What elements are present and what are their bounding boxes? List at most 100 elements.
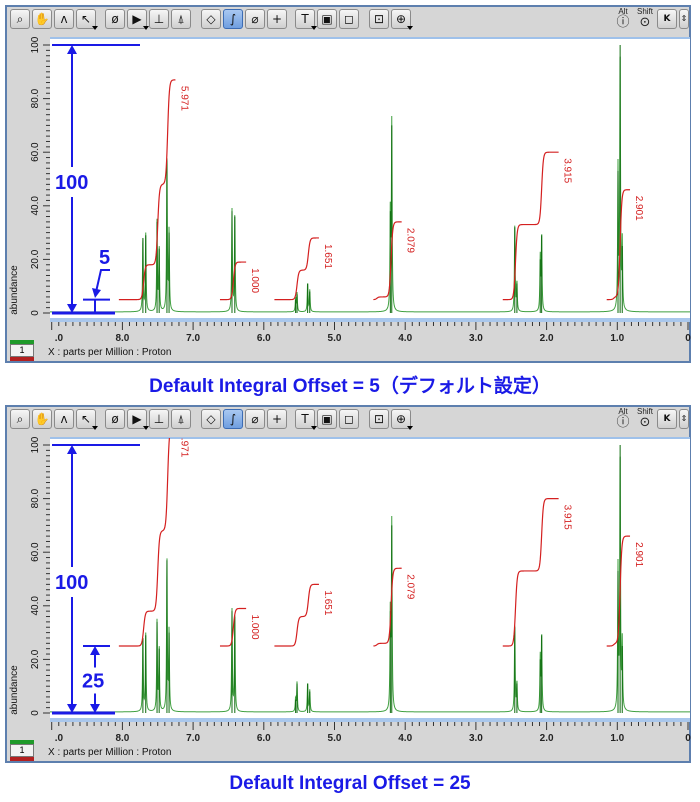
- alt-icon: ⓘ: [616, 15, 630, 30]
- integral-curve[interactable]: [373, 221, 402, 301]
- layer-color-green: [10, 740, 34, 744]
- phase-button[interactable]: ø: [105, 409, 125, 429]
- hand-button[interactable]: ✋: [32, 9, 52, 29]
- integral-value-label: 1.000: [249, 268, 260, 293]
- integral-curve[interactable]: [373, 567, 402, 647]
- integral-curve[interactable]: [219, 607, 247, 647]
- integral-value-label: 5.971: [178, 86, 189, 111]
- alt-modifier[interactable]: Alt ⓘ: [613, 7, 633, 30]
- integral-curve[interactable]: [274, 237, 319, 301]
- integral-curve[interactable]: [502, 498, 559, 647]
- phase-button[interactable]: ø: [105, 9, 125, 29]
- crosshair-plus-button[interactable]: +: [267, 409, 287, 429]
- peak-pick-button[interactable]: ʌ: [54, 9, 74, 29]
- pointer-button[interactable]: ↖: [76, 409, 98, 430]
- integral-curve[interactable]: [606, 535, 631, 647]
- integral-value-label: 1.000: [249, 614, 260, 639]
- layer-indicator[interactable]: 1: [10, 340, 34, 362]
- integral-value-label: 1.651: [322, 590, 333, 615]
- integral-value-label: 3.915: [562, 158, 573, 183]
- layer-number: 1: [10, 744, 34, 757]
- spectrum-window-offset-25: Alt ⓘ Shift ⊙ K ⇕ ⌕ ✋ ʌ ↖ ø ▶ ⊥ ⍋ ◇ ∫ ⌀ + T ▣ ◻ ⊡ ⊕ 100 80.…: [0, 400, 700, 765]
- y-tick-label: 0: [30, 710, 41, 716]
- x-tick-label: .0: [55, 333, 64, 344]
- integral-curve[interactable]: [274, 583, 319, 647]
- x-tick-label: 7.0: [186, 333, 200, 344]
- x-tick-label: 4.0: [398, 333, 412, 344]
- integral-curve[interactable]: [118, 426, 176, 647]
- spinner-icon[interactable]: ⇕: [679, 409, 689, 429]
- center-button[interactable]: ⊡: [369, 9, 389, 29]
- integral-button[interactable]: ∫: [223, 409, 243, 429]
- x-tick-label: 6.0: [257, 333, 271, 344]
- zoom-button[interactable]: ⌕: [10, 9, 30, 29]
- spinner-icon[interactable]: ⇕: [679, 9, 689, 29]
- play-button[interactable]: ▶: [127, 9, 149, 30]
- integral-curve[interactable]: [606, 189, 631, 301]
- integral-value-label: 2.079: [405, 228, 416, 253]
- x-tick-label: 7.0: [186, 733, 200, 744]
- integral-curve[interactable]: [219, 261, 247, 301]
- integral-curve[interactable]: [502, 151, 559, 301]
- crosshair-plus-button[interactable]: +: [267, 9, 287, 29]
- fit-button[interactable]: ▣: [317, 409, 337, 429]
- target-button[interactable]: ⊕: [391, 409, 413, 430]
- text-button[interactable]: T: [295, 9, 317, 30]
- zoom-button[interactable]: ⌕: [10, 409, 30, 429]
- shift-modifier[interactable]: Shift ⊙: [635, 7, 655, 30]
- x-tick-label: 2.0: [540, 333, 554, 344]
- k-button[interactable]: K: [657, 9, 677, 29]
- layer-indicator[interactable]: 1: [10, 740, 34, 762]
- shift-lock-icon: ⊙: [639, 415, 651, 430]
- alt-modifier[interactable]: Alt ⓘ: [613, 407, 633, 430]
- text-button[interactable]: T: [295, 409, 317, 430]
- center-button[interactable]: ⊡: [369, 409, 389, 429]
- diamond-button[interactable]: ◇: [201, 9, 221, 29]
- integral-value-label: 2.901: [633, 196, 644, 221]
- integral-value-label: 2.901: [633, 542, 644, 567]
- frame-button[interactable]: ◻: [339, 9, 359, 29]
- peak-pick-button[interactable]: ʌ: [54, 409, 74, 429]
- alert-button[interactable]: ⍋: [171, 9, 191, 29]
- baseline-button[interactable]: ⊥: [149, 409, 169, 429]
- eraser-button[interactable]: ⌀: [245, 9, 265, 29]
- spectrum-plot[interactable]: 100 80.0 60.0 40.0 20.0 0 abundance .0 8.0 7.0 6.0…: [0, 0, 700, 365]
- frame-button[interactable]: ◻: [339, 409, 359, 429]
- eraser-button[interactable]: ⌀: [245, 409, 265, 429]
- integral-button[interactable]: ∫: [223, 9, 243, 29]
- arrow-up-icon: [67, 45, 77, 54]
- shift-label: Shift: [636, 7, 653, 16]
- y-tick-label: 100: [30, 36, 41, 53]
- x-tick-label: 0: [685, 733, 691, 744]
- pointer-button[interactable]: ↖: [76, 9, 98, 30]
- layer-number: 1: [10, 344, 34, 357]
- x-tick-label: 2.0: [540, 733, 554, 744]
- integral-curve[interactable]: [118, 79, 176, 301]
- hand-button[interactable]: ✋: [32, 409, 52, 429]
- target-button[interactable]: ⊕: [391, 9, 413, 30]
- y-axis-label: abundance: [9, 265, 20, 315]
- k-button[interactable]: K: [657, 409, 677, 429]
- x-axis-caption: X : parts per Million : Proton: [48, 747, 172, 758]
- shift-lock-icon: ⊙: [639, 15, 651, 30]
- y-axis-label: abundance: [9, 665, 20, 715]
- y-tick-label: 20.0: [30, 649, 41, 669]
- alt-label: Alt: [618, 407, 628, 416]
- x-axis-caption: X : parts per Million : Proton: [48, 347, 172, 358]
- toolbar: Alt ⓘ Shift ⊙ K ⇕ ⌕ ✋ ʌ ↖ ø ▶ ⊥ ⍋ ◇ ∫ ⌀ + T ▣ ◻ ⊡ ⊕: [7, 407, 689, 437]
- plot-content: 5.971 1.000 1.651 2.079 3.915 2.901: [50, 45, 690, 313]
- offset-pointer-arrow-icon: [92, 288, 101, 298]
- offset-arrow-up-icon: [90, 646, 100, 655]
- fit-button[interactable]: ▣: [317, 9, 337, 29]
- shift-modifier[interactable]: Shift ⊙: [635, 407, 655, 430]
- toolbar: Alt ⓘ Shift ⊙ K ⇕ ⌕ ✋ ʌ ↖ ø ▶ ⊥ ⍋ ◇ ∫ ⌀ + T ▣ ◻ ⊡ ⊕: [7, 7, 689, 37]
- play-button[interactable]: ▶: [127, 409, 149, 430]
- diamond-button[interactable]: ◇: [201, 409, 221, 429]
- spectrum-plot[interactable]: 100 80.0 60.0 40.0 20.0 0 abundance .0 8.0 7.0 6.0…: [0, 400, 700, 765]
- arrow-down-icon: [67, 304, 77, 313]
- baseline-button[interactable]: ⊥: [149, 9, 169, 29]
- offset-annotation: 100 25: [52, 444, 140, 715]
- integral-value-label: 1.651: [322, 244, 333, 269]
- alert-button[interactable]: ⍋: [171, 409, 191, 429]
- y-tick-label: 40.0: [30, 596, 41, 616]
